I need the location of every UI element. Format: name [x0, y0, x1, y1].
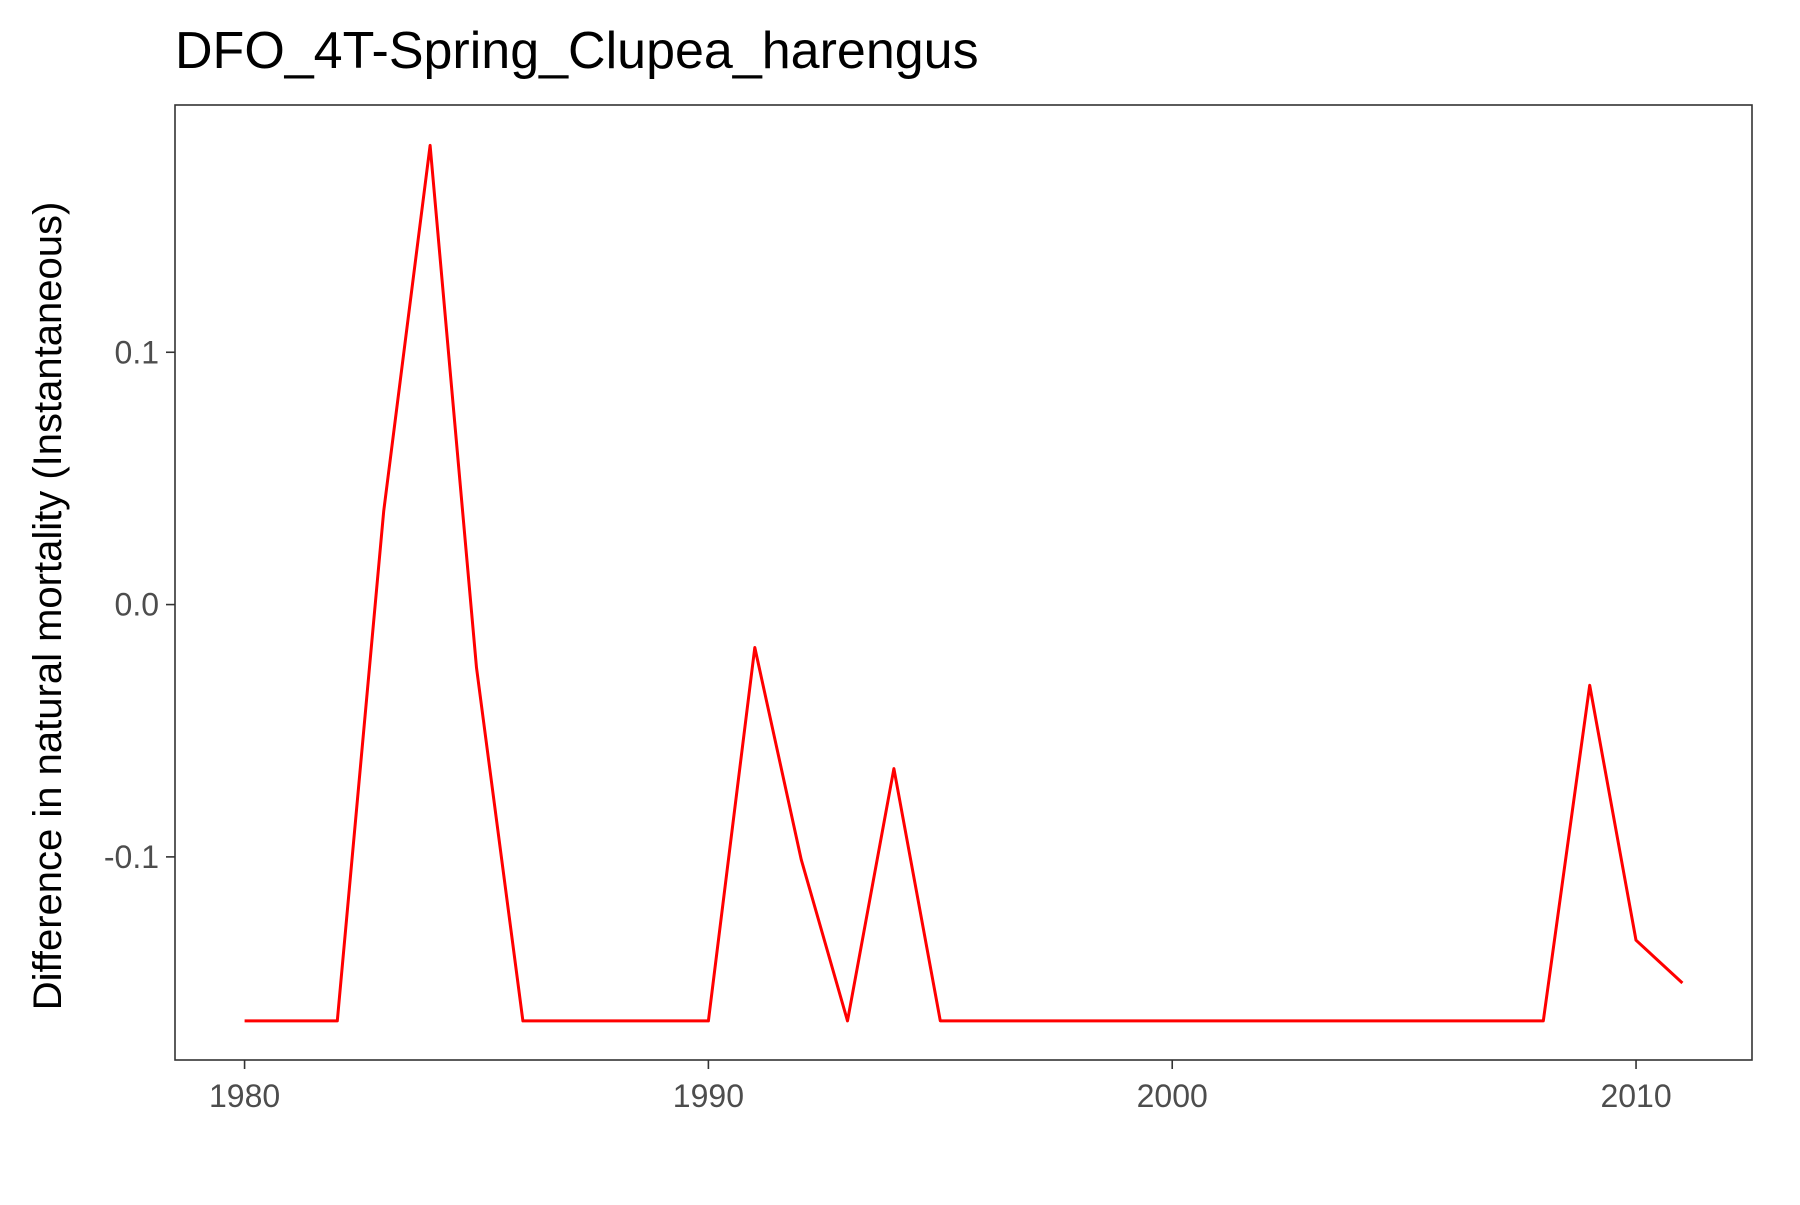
x-tick-label: 2010 — [1600, 1078, 1671, 1114]
series-line-0 — [244, 143, 1684, 1023]
plot-panel-border — [174, 104, 1753, 1061]
y-tick-label: 0.0 — [115, 587, 159, 623]
y-axis-label: Difference in natural mortality (Instant… — [26, 202, 70, 1011]
y-tick-label: -0.1 — [104, 839, 159, 875]
y-tick-label: 0.1 — [115, 334, 159, 370]
plot-area: 1980 1990 2000 2010 -0.1 0.0 0.1 — [104, 104, 1753, 1114]
x-tick-label: 1980 — [209, 1078, 280, 1114]
x-tick-label: 1990 — [673, 1078, 744, 1114]
x-tick-label: 2000 — [1137, 1078, 1208, 1114]
chart-title: DFO_4T-Spring_Clupea_harengus — [175, 22, 979, 80]
